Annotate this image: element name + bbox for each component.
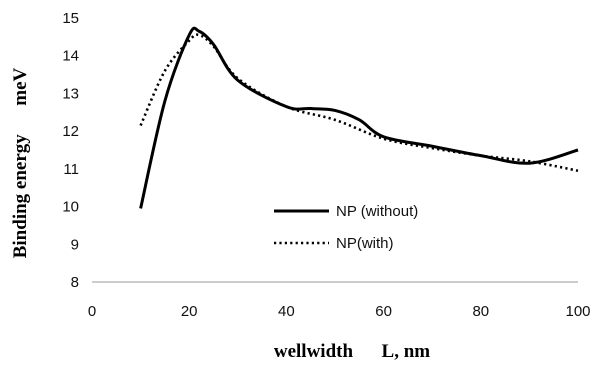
x-tick-label: 100 (565, 303, 590, 320)
y-tick-label: 8 (71, 274, 79, 291)
x-tick-labels: 0 20 40 60 80 100 (88, 303, 591, 320)
y-tick-label: 10 (62, 199, 79, 216)
x-tick-label: 60 (375, 303, 392, 320)
series-line-np-with (139, 33, 579, 173)
legend-label-np-without: NP (without) (336, 203, 418, 220)
series-line-np-without (139, 26, 579, 209)
y-tick-label: 15 (62, 10, 79, 27)
x-axis-title: wellwidth L, nm (274, 341, 430, 362)
x-tick-label: 80 (472, 303, 489, 320)
y-tick-label: 12 (62, 123, 79, 140)
y-tick-label: 14 (62, 48, 79, 65)
y-tick-labels: 8 9 10 11 12 13 14 15 (62, 10, 79, 291)
y-tick-label: 9 (71, 236, 79, 253)
y-tick-label: 13 (62, 85, 79, 102)
x-tick-label: 0 (88, 303, 96, 320)
x-tick-label: 20 (181, 303, 198, 320)
y-axis-title: Binding energy meV (10, 67, 31, 258)
legend-label-np-with: NP(with) (336, 235, 394, 252)
x-tick-label: 40 (278, 303, 295, 320)
y-tick-label: 11 (63, 161, 79, 178)
series-layer (139, 26, 579, 209)
legend: NP (without) NP(with) (274, 203, 418, 252)
